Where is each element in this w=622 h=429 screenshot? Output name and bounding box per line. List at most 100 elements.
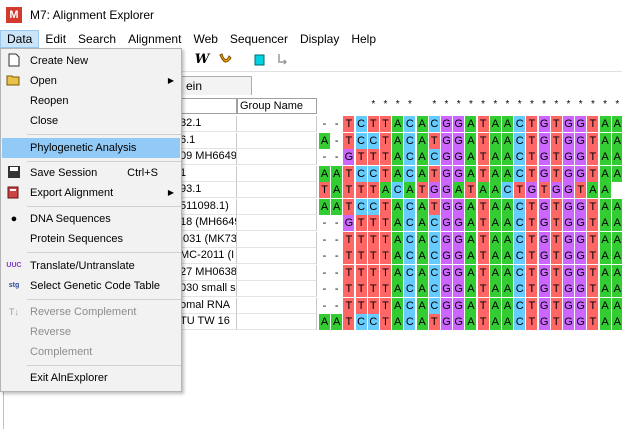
base-cell[interactable]: - bbox=[331, 215, 343, 231]
base-cell[interactable]: A bbox=[599, 297, 611, 314]
base-cell[interactable]: T bbox=[587, 264, 599, 281]
base-cell[interactable]: C bbox=[514, 149, 526, 165]
base-cell[interactable]: T bbox=[550, 264, 562, 281]
base-cell[interactable]: A bbox=[489, 116, 501, 132]
base-cell[interactable]: A bbox=[465, 297, 477, 314]
menu-sequencer[interactable]: Sequencer bbox=[229, 32, 288, 46]
base-cell[interactable]: T bbox=[526, 132, 538, 149]
table-row[interactable]: 09 MH6649- - G T T T A C A C G G A T A A C T G T G G T A A bbox=[0, 149, 622, 165]
table-row[interactable]: .031 (MK73- - T T T T A C A C G G A T A A C T G T G G T A A bbox=[0, 231, 622, 248]
base-cell[interactable]: G bbox=[563, 248, 574, 264]
menu-help[interactable]: Help bbox=[351, 32, 377, 46]
base-cell[interactable]: C bbox=[514, 215, 526, 231]
base-cell[interactable]: G bbox=[575, 264, 587, 281]
base-cell[interactable]: T bbox=[343, 132, 355, 149]
muscle-icon[interactable] bbox=[218, 52, 234, 68]
base-cell[interactable]: A bbox=[465, 248, 477, 264]
base-cell[interactable]: G bbox=[563, 297, 574, 314]
base-cell[interactable]: T bbox=[343, 165, 355, 182]
base-cell[interactable]: T bbox=[477, 165, 489, 182]
group-name-cell[interactable] bbox=[237, 116, 317, 132]
base-cell[interactable]: T bbox=[587, 165, 599, 182]
base-cell[interactable]: A bbox=[416, 198, 428, 215]
base-cell[interactable]: G bbox=[563, 149, 574, 165]
sequence-name[interactable]: 27 MH0638 bbox=[180, 264, 237, 281]
group-name-cell[interactable] bbox=[237, 231, 317, 248]
base-cell[interactable]: A bbox=[611, 281, 622, 297]
base-cell[interactable]: G bbox=[441, 248, 452, 264]
base-cell[interactable]: T bbox=[428, 314, 440, 330]
group-name-cell[interactable] bbox=[237, 182, 317, 198]
base-cell[interactable]: C bbox=[404, 198, 416, 215]
base-cell[interactable]: G bbox=[538, 198, 550, 215]
menu-item-save-session[interactable]: Save Session Ctrl+S bbox=[2, 163, 180, 183]
base-cell[interactable]: C bbox=[428, 248, 440, 264]
base-cell[interactable]: - bbox=[319, 231, 330, 248]
group-name-cell[interactable] bbox=[237, 149, 317, 165]
base-cell[interactable]: G bbox=[441, 132, 452, 149]
base-cell[interactable]: A bbox=[465, 215, 477, 231]
base-cell[interactable]: T bbox=[477, 231, 489, 248]
base-cell[interactable]: T bbox=[526, 215, 538, 231]
base-cell[interactable]: A bbox=[319, 198, 330, 215]
group-name-cell[interactable] bbox=[237, 215, 317, 231]
base-cell[interactable]: A bbox=[599, 248, 611, 264]
base-cell[interactable]: G bbox=[538, 281, 550, 297]
base-cell[interactable]: G bbox=[453, 132, 465, 149]
base-cell[interactable]: G bbox=[550, 182, 562, 198]
base-cell[interactable]: G bbox=[538, 215, 550, 231]
base-cell[interactable]: A bbox=[502, 281, 513, 297]
base-cell[interactable]: C bbox=[514, 198, 526, 215]
base-cell[interactable]: A bbox=[465, 116, 477, 132]
base-cell[interactable]: T bbox=[587, 198, 599, 215]
base-cell[interactable]: C bbox=[404, 231, 416, 248]
base-cell[interactable]: T bbox=[477, 215, 489, 231]
base-cell[interactable]: T bbox=[526, 149, 538, 165]
table-row[interactable]: 18 (MH6649- - G T T T A C A C G G A T A A C T G T G G T A A bbox=[0, 215, 622, 231]
base-cell[interactable]: T bbox=[477, 264, 489, 281]
base-cell[interactable]: G bbox=[441, 281, 452, 297]
base-cell[interactable]: G bbox=[453, 149, 465, 165]
base-cell[interactable]: - bbox=[331, 231, 343, 248]
base-cell[interactable]: A bbox=[392, 281, 404, 297]
base-cell[interactable]: T bbox=[380, 264, 391, 281]
base-cell[interactable]: T bbox=[343, 281, 355, 297]
base-cell[interactable]: - bbox=[331, 149, 343, 165]
base-cell[interactable]: T bbox=[587, 248, 599, 264]
base-cell[interactable]: A bbox=[489, 149, 501, 165]
base-cell[interactable]: T bbox=[367, 215, 379, 231]
base-cell[interactable]: T bbox=[343, 182, 355, 198]
base-cell[interactable]: A bbox=[416, 116, 428, 132]
base-cell[interactable]: T bbox=[465, 182, 477, 198]
base-cell[interactable]: T bbox=[355, 149, 367, 165]
base-cell[interactable]: T bbox=[477, 248, 489, 264]
table-row[interactable]: 32.1- - T C T T A C A C G G A T A A C T G T G G T A A bbox=[0, 116, 622, 132]
base-cell[interactable]: G bbox=[428, 182, 440, 198]
base-cell[interactable]: T bbox=[367, 264, 379, 281]
base-cell[interactable]: A bbox=[392, 116, 404, 132]
base-cell[interactable]: G bbox=[441, 297, 452, 314]
menu-item-open[interactable]: Open ▶ bbox=[2, 71, 180, 91]
menu-item-create-new[interactable]: Create New bbox=[2, 51, 180, 71]
base-cell[interactable]: C bbox=[404, 248, 416, 264]
base-cell[interactable]: C bbox=[404, 215, 416, 231]
base-cell[interactable]: A bbox=[489, 248, 501, 264]
base-cell[interactable]: T bbox=[550, 116, 562, 132]
base-cell[interactable]: G bbox=[343, 149, 355, 165]
base-cell[interactable]: A bbox=[599, 264, 611, 281]
base-cell[interactable]: A bbox=[611, 314, 622, 330]
sequence-name[interactable]: 511098.1) bbox=[180, 198, 237, 215]
base-cell[interactable]: C bbox=[514, 264, 526, 281]
base-cell[interactable]: T bbox=[477, 198, 489, 215]
base-cell[interactable]: - bbox=[331, 297, 343, 314]
base-cell[interactable]: C bbox=[502, 182, 513, 198]
base-cell[interactable]: - bbox=[331, 248, 343, 264]
base-cell[interactable]: T bbox=[355, 281, 367, 297]
base-cell[interactable]: T bbox=[380, 215, 391, 231]
group-name-cell[interactable] bbox=[237, 198, 317, 215]
base-cell[interactable]: C bbox=[428, 297, 440, 314]
base-cell[interactable]: A bbox=[502, 132, 513, 149]
base-cell[interactable]: A bbox=[502, 297, 513, 314]
base-cell[interactable]: C bbox=[404, 264, 416, 281]
base-cell[interactable]: T bbox=[587, 231, 599, 248]
